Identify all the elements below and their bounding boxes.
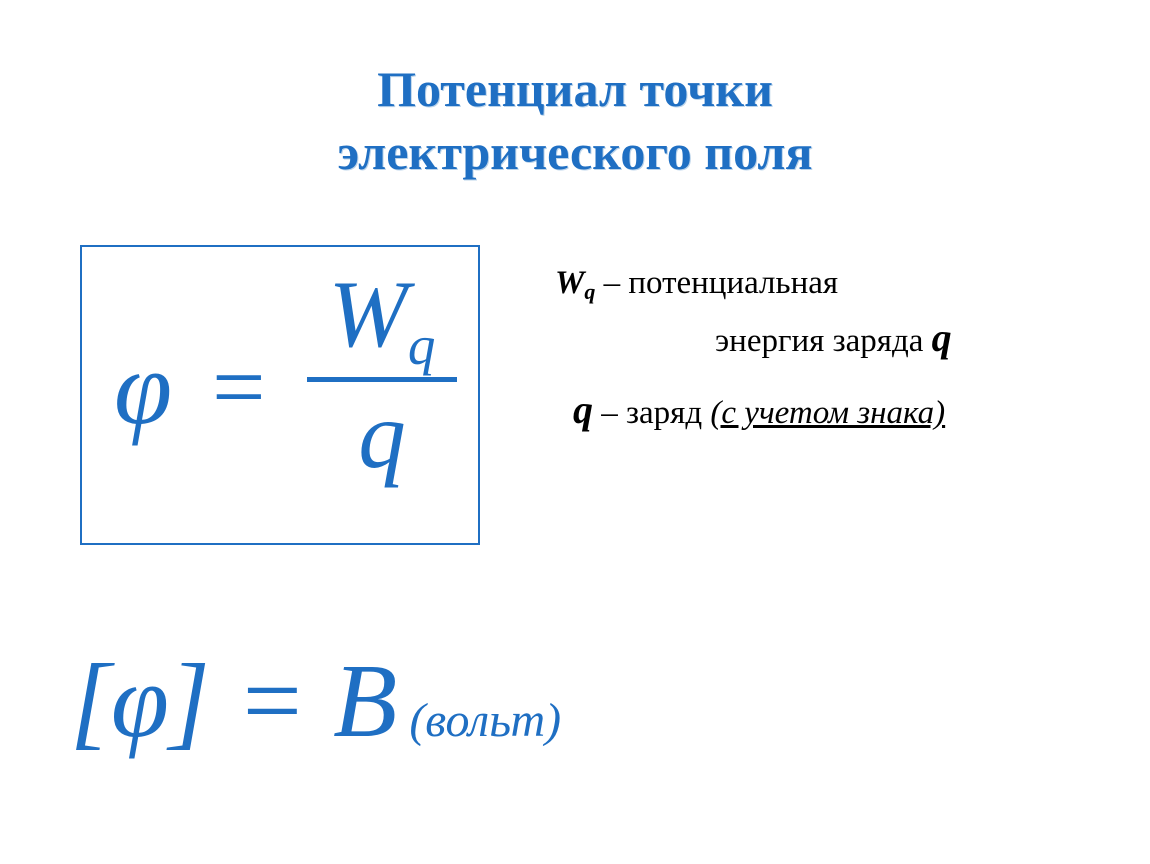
legend-wq-row: Wq – потенциальная [555, 258, 1115, 309]
unit-paren: (вольт) [409, 694, 561, 747]
legend-q-row: q – заряд (с учетом знака) [555, 379, 1115, 441]
fraction: Wq q [302, 267, 462, 483]
legend-wq-text2: энергия заряда [715, 323, 932, 359]
legend-wq-row-2: энергия заряда q [555, 307, 1115, 369]
legend-wq-sub: q [584, 279, 595, 304]
title-line-2: электрического поля [337, 124, 812, 180]
legend-q-symbol: q [573, 387, 593, 432]
slide: Потенциал точки электрического поля φ = … [0, 0, 1150, 864]
legend-q-note: (с учетом знака) [710, 395, 945, 431]
slide-title: Потенциал точки электрического поля [0, 58, 1150, 183]
unit-expression: [φ] = В [70, 642, 397, 759]
legend-dash-2: – [593, 395, 626, 431]
numerator: Wq [302, 267, 462, 373]
legend-wq-q: q [932, 315, 952, 360]
title-line-1: Потенциал точки [377, 61, 773, 117]
numerator-sub-q: q [408, 315, 436, 376]
equals-sign: = [212, 332, 266, 442]
unit-line: [φ] = В (вольт) [70, 640, 561, 761]
legend-wq-text1: потенциальная [628, 265, 838, 301]
potential-formula: φ = Wq q [80, 245, 480, 545]
legend-wq-W: W [555, 265, 584, 301]
legend: Wq – потенциальная энергия заряда q q – … [555, 258, 1115, 441]
numerator-W: W [329, 261, 408, 367]
legend-q-text: заряд [626, 395, 710, 431]
phi-symbol: φ [114, 327, 172, 448]
denominator-q: q [302, 388, 462, 483]
legend-dash-1: – [595, 265, 628, 301]
